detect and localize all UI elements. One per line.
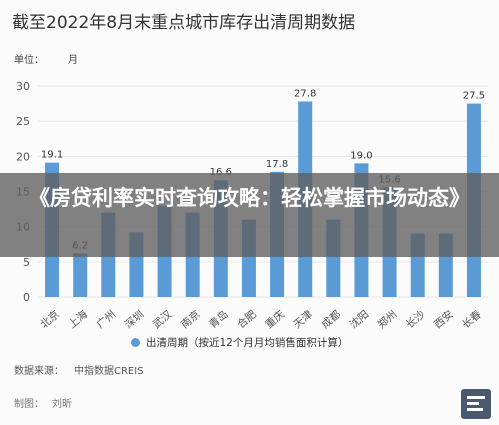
x-tick-label: 沈阳 bbox=[347, 308, 371, 331]
bar-上海 bbox=[73, 253, 88, 297]
unit-value: 月 bbox=[68, 55, 78, 66]
source-label: 数据来源： bbox=[14, 366, 64, 377]
y-tick-label: 20 bbox=[16, 150, 30, 163]
data-label: 27.5 bbox=[463, 91, 485, 102]
x-tick-label: 广州 bbox=[94, 308, 118, 331]
data-label: 19.1 bbox=[41, 150, 63, 161]
x-tick-label: 武汉 bbox=[150, 307, 175, 331]
x-tick-label: 青岛 bbox=[206, 308, 230, 331]
x-tick-label: 深圳 bbox=[123, 308, 147, 331]
data-label: 19.0 bbox=[350, 150, 372, 161]
x-tick-label: 长沙 bbox=[404, 308, 428, 331]
overlay-title: 《房贷利率实时查询攻略：轻松掌握市场动态》 bbox=[29, 186, 470, 210]
publisher-logo bbox=[461, 389, 491, 419]
y-tick-label: 0 bbox=[23, 291, 30, 304]
overlay-banner: 《房贷利率实时查询攻略：轻松掌握市场动态》 bbox=[0, 173, 499, 257]
legend-swatch bbox=[131, 338, 140, 347]
x-tick-label: 天津 bbox=[291, 308, 315, 331]
unit-label: 单位： 月 bbox=[14, 51, 102, 66]
data-source: 数据来源： 中指数据CREIS bbox=[14, 362, 144, 377]
data-label: 16.6 bbox=[210, 167, 232, 178]
chart-legend: 出清周期（按近12个月月均销售面积计算） bbox=[131, 335, 348, 350]
legend-label: 出清周期（按近12个月月均销售面积计算） bbox=[146, 337, 349, 349]
x-tick-label: 成都 bbox=[319, 308, 343, 331]
source-value: 中指数据CREIS bbox=[74, 366, 144, 377]
y-tick-label: 25 bbox=[16, 115, 30, 128]
x-tick-label: 重庆 bbox=[263, 307, 288, 331]
x-tick-label: 长春 bbox=[460, 308, 484, 331]
x-tick-label: 西安 bbox=[431, 308, 455, 331]
y-tick-label: 30 bbox=[16, 80, 30, 93]
maker-value: 刘昕 bbox=[52, 399, 72, 410]
data-label: 17.8 bbox=[266, 159, 288, 170]
x-tick-label: 南京 bbox=[178, 308, 202, 331]
x-tick-label: 上海 bbox=[66, 307, 91, 331]
x-axis-ticks: 北京 上海 广州 深圳 武汉 南京 青岛 合肥 重庆 天津 成都 沈阳 郑州 长沙 西安 长春 bbox=[38, 307, 485, 331]
unit-label-text: 单位： bbox=[14, 55, 44, 66]
data-label: 27.8 bbox=[294, 88, 316, 99]
y-tick-label: 5 bbox=[23, 256, 30, 269]
chart-maker: 制图： 刘昕 bbox=[14, 395, 72, 410]
maker-label: 制图： bbox=[14, 399, 44, 410]
x-tick-label: 北京 bbox=[38, 308, 62, 331]
x-tick-label: 郑州 bbox=[375, 308, 399, 331]
x-tick-label: 合肥 bbox=[234, 307, 259, 331]
chart-title: 截至2022年8月末重点城市库存出清周期数据 bbox=[12, 13, 356, 33]
